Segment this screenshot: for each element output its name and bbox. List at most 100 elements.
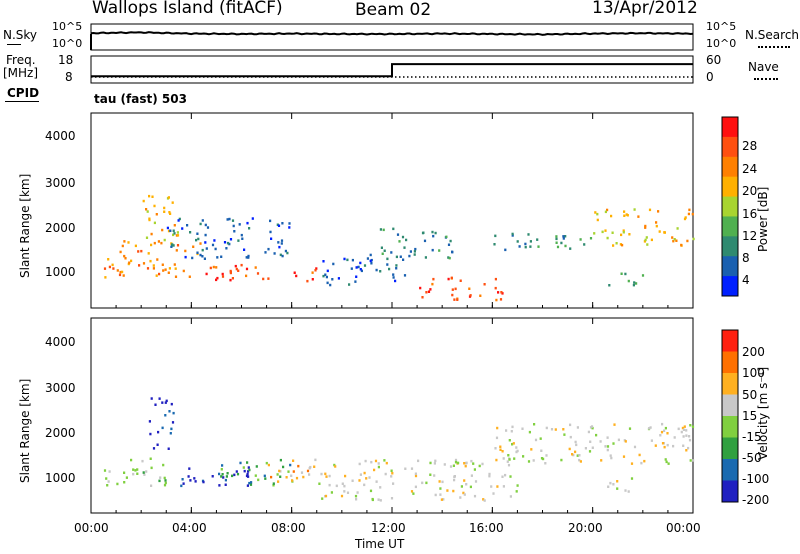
velocity-cell [483, 499, 486, 502]
velocity-cell [373, 468, 376, 472]
power-cell [392, 276, 395, 279]
velocity-cell [511, 425, 514, 429]
velocity-cell [507, 454, 510, 457]
power-cell [593, 232, 596, 235]
velocity-cell [622, 455, 626, 458]
velocity-cell [659, 434, 662, 437]
power-cell [413, 250, 416, 253]
power-cell [247, 256, 250, 259]
power-cell [516, 240, 519, 243]
velocity-cell [163, 476, 166, 480]
power-cell [119, 270, 122, 274]
x-tick: 08:00 [271, 521, 306, 535]
power-cell [359, 268, 362, 271]
freq-tick-bottom: 8 [65, 70, 73, 84]
power-cell [166, 226, 169, 230]
power-cell [413, 253, 416, 256]
velocity-cell [540, 457, 544, 460]
velocity-cell [545, 426, 548, 430]
velocity-cell [414, 485, 417, 489]
velocity-cell [321, 497, 324, 500]
power-cell [451, 293, 454, 297]
velocity-cell [300, 471, 304, 474]
velocity-cell [587, 430, 590, 434]
velocity-cell [473, 468, 476, 471]
velocity-cbar-tick: 100 [742, 366, 765, 380]
power-colorbar-segment [722, 176, 738, 198]
velocity-cell [384, 472, 387, 476]
power-cell [453, 298, 456, 301]
velocity-cell [600, 459, 603, 462]
power-cell [606, 236, 609, 240]
velocity-cell [688, 438, 692, 442]
velocity-cell [330, 491, 333, 494]
power-colorbar-segment [722, 136, 738, 158]
velocity-cell [463, 462, 466, 465]
velocity-cell [359, 473, 362, 476]
velocity-cell [459, 496, 462, 499]
power-cell [146, 210, 149, 213]
power-cell [229, 238, 233, 241]
power-cell [248, 227, 251, 230]
power-cell [350, 267, 353, 270]
velocity-cell [313, 465, 316, 468]
power-cell [153, 204, 156, 208]
power-cell [204, 233, 207, 237]
power-cell [579, 238, 582, 241]
power-cell [123, 254, 126, 258]
velocity-cell [132, 472, 135, 476]
power-cell [311, 271, 314, 274]
power-cell [171, 243, 174, 247]
power-cell [192, 245, 195, 248]
power-cell [686, 239, 689, 243]
velocity-cell [194, 480, 197, 483]
velocity-cell [130, 458, 133, 462]
power-cell [211, 243, 215, 247]
power-cell [537, 245, 540, 248]
power-cell [325, 275, 328, 279]
power-cell [262, 277, 265, 281]
power-cell [622, 231, 625, 234]
power-cell [279, 253, 282, 257]
power-cell [172, 233, 175, 237]
power-cell [206, 226, 210, 229]
velocity-cell [150, 466, 153, 470]
power-cell [424, 256, 427, 259]
power-cell [414, 247, 417, 251]
power-cell [295, 274, 298, 278]
power-cell [178, 217, 181, 221]
nsearch-tick-bottom: 10^0 [706, 37, 737, 50]
power-cbar-tick: 28 [742, 139, 758, 153]
velocity-cell [568, 447, 571, 451]
power-cell [459, 279, 462, 282]
power-cell [688, 208, 691, 212]
power-cell [247, 254, 250, 258]
velocity-cell [158, 397, 161, 400]
velocity-cell [452, 464, 455, 467]
velocity-cell [149, 457, 152, 460]
velocity-cell [346, 491, 350, 494]
velocity-cell [290, 474, 293, 477]
velocity-cell [663, 445, 666, 449]
velocity-cell [607, 485, 610, 488]
power-cell [623, 214, 626, 217]
power-cell [186, 224, 189, 227]
velocity-cell [412, 492, 415, 495]
power-cell [692, 237, 695, 241]
power-cell [267, 277, 270, 280]
power-cell [663, 231, 666, 234]
program-label: tau (fast) 503 [94, 92, 187, 106]
velocity-cell [358, 479, 361, 482]
velocity-cell [527, 460, 531, 463]
velocity-cell [341, 482, 344, 485]
power-cell [288, 226, 291, 229]
power-cell [246, 221, 249, 225]
velocity-cell [103, 469, 107, 472]
power-cell [396, 233, 400, 236]
power-cell [160, 241, 163, 245]
velocity-cell [663, 429, 666, 432]
power-cell [251, 217, 254, 220]
velocity-cell [606, 436, 609, 439]
velocity-cell [454, 460, 458, 464]
velocity-ytick: 4000 [45, 335, 76, 349]
